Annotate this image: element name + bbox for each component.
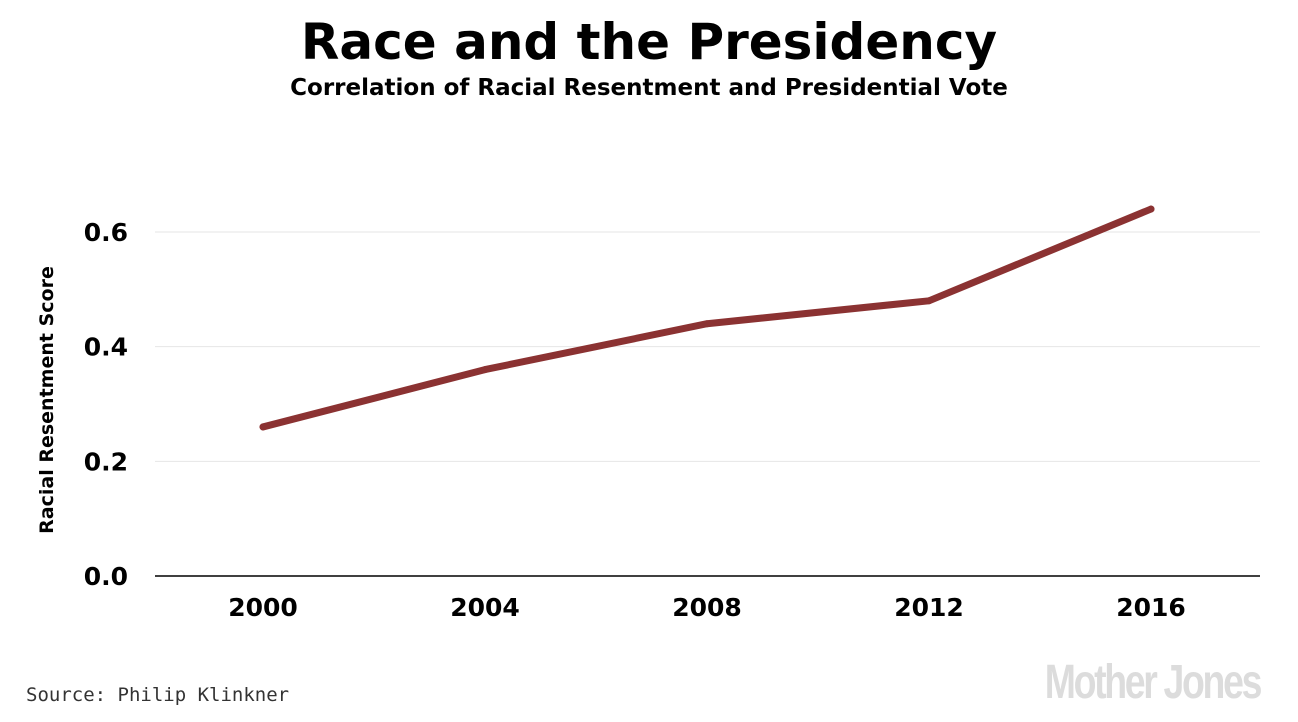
y-tick-label: 0.2: [84, 447, 128, 476]
chart-subtitle: Correlation of Racial Resentment and Pre…: [290, 75, 1008, 101]
y-tick-label: 0.4: [84, 333, 128, 362]
x-axis-tick-labels: 2000 2004 2008 2012 2016: [228, 593, 1186, 622]
grid-lines: [155, 231, 1260, 462]
x-tick-label: 2016: [1116, 593, 1186, 622]
y-axis-tick-labels: 0.0 0.2 0.4 0.6: [84, 218, 128, 591]
publisher-logo: Mother Jones: [1044, 656, 1263, 709]
data-point: [259, 423, 267, 431]
y-tick-label: 0.6: [84, 218, 128, 247]
data-point: [481, 366, 489, 374]
data-point: [1147, 205, 1155, 213]
x-tick-label: 2004: [450, 593, 520, 622]
y-axis-label: Racial Resentment Score: [36, 266, 58, 534]
source-note: Source: Philip Klinkner: [26, 684, 290, 706]
x-tick-label: 2000: [228, 593, 298, 622]
series-layer: [259, 205, 1155, 431]
x-tick-label: 2012: [894, 593, 964, 622]
y-tick-label: 0.0: [84, 562, 128, 591]
series-line: [259, 205, 1155, 431]
chart-title: Race and the Presidency: [300, 13, 998, 71]
x-tick-label: 2008: [672, 593, 742, 622]
data-point: [925, 297, 933, 305]
data-point: [703, 320, 711, 328]
